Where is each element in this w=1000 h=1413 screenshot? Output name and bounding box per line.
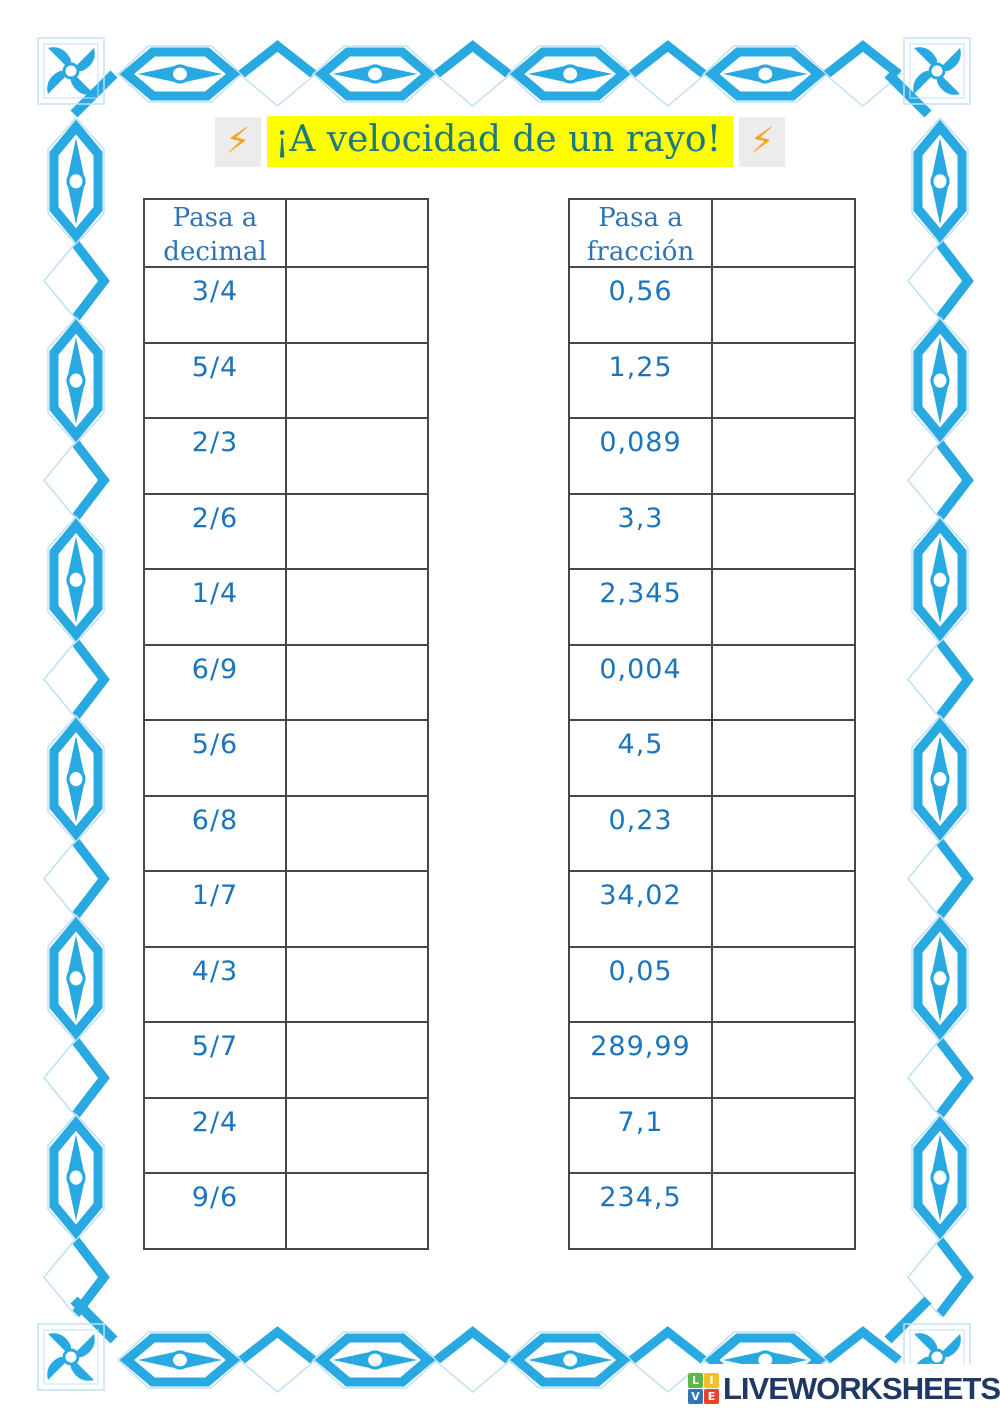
decimal-value: 1,25 (570, 343, 711, 417)
left-table-header-blank-cell (287, 200, 427, 266)
answer-input-cell[interactable] (287, 947, 427, 1021)
answer-input-cell[interactable] (287, 419, 427, 493)
fraction-value: 1/7 (145, 872, 285, 946)
answer-input-cell[interactable] (713, 343, 854, 417)
answer-input-cell[interactable] (287, 796, 427, 870)
fraction-value: 6/9 (145, 645, 285, 719)
decimal-value: 0,56 (570, 268, 711, 342)
answer-input-cell[interactable] (713, 268, 854, 342)
right-table-header-blank-cell (713, 200, 854, 266)
title-row: ⚡ ¡A velocidad de un rayo! ⚡ (0, 116, 1000, 168)
answer-input-cell[interactable] (287, 1098, 427, 1172)
fraction-value: 4/3 (145, 947, 285, 1021)
answer-input-cell[interactable] (287, 570, 427, 644)
pasa-a-decimal-table: Pasa a decimal 3/4 5/4 2/3 (143, 198, 429, 1250)
lightning-icon-left: ⚡ (214, 116, 261, 167)
left-table-header: Pasa a decimal (145, 200, 285, 267)
answer-input-cell[interactable] (287, 494, 427, 568)
liveworksheets-footer: L I V E LIVEWORKSHEETS (688, 1364, 1000, 1413)
answer-input-cell[interactable] (713, 494, 854, 568)
fraction-value: 6/8 (145, 796, 285, 870)
decimal-value: 2,345 (570, 570, 711, 644)
fraction-value: 2/6 (145, 494, 285, 568)
decimal-value: 234,5 (570, 1174, 711, 1248)
answer-input-cell[interactable] (287, 872, 427, 946)
decimal-value: 0,089 (570, 419, 711, 493)
answer-input-cell[interactable] (713, 1174, 854, 1248)
answer-input-cell[interactable] (713, 570, 854, 644)
page-title: ¡A velocidad de un rayo! (266, 116, 734, 168)
answer-input-cell[interactable] (287, 343, 427, 417)
liveworksheets-brand: LIVEWORKSHEETS (723, 1370, 1000, 1406)
fraction-value: 2/3 (145, 419, 285, 493)
decimal-value: 0,004 (570, 645, 711, 719)
answer-input-cell[interactable] (713, 947, 854, 1021)
decimal-value: 289,99 (570, 1023, 711, 1097)
decimal-value: 34,02 (570, 872, 711, 946)
answer-input-cell[interactable] (287, 721, 427, 795)
answer-input-cell[interactable] (287, 645, 427, 719)
answer-input-cell[interactable] (713, 796, 854, 870)
logo-tile: L (688, 1373, 703, 1388)
fraction-value: 2/4 (145, 1098, 285, 1172)
decimal-value: 0,05 (570, 947, 711, 1021)
answer-input-cell[interactable] (287, 1174, 427, 1248)
pasa-a-fraccion-table: Pasa a fracción 0,56 1,25 0,089 (568, 198, 856, 1250)
logo-tile: E (704, 1389, 719, 1404)
answer-input-cell[interactable] (713, 1098, 854, 1172)
logo-tile: V (688, 1389, 703, 1404)
answer-input-cell[interactable] (713, 1023, 854, 1097)
decimal-value: 3,3 (570, 494, 711, 568)
decimal-value: 7,1 (570, 1098, 711, 1172)
answer-input-cell[interactable] (713, 645, 854, 719)
fraction-value: 5/4 (145, 343, 285, 417)
decimal-value: 4,5 (570, 721, 711, 795)
answer-input-cell[interactable] (713, 419, 854, 493)
fraction-value: 1/4 (145, 570, 285, 644)
fraction-value: 5/7 (145, 1023, 285, 1097)
right-table-header: Pasa a fracción (570, 200, 711, 267)
answer-input-cell[interactable] (713, 721, 854, 795)
answer-input-cell[interactable] (287, 1023, 427, 1097)
fraction-value: 5/6 (145, 721, 285, 795)
liveworksheets-logo-icon: L I V E (688, 1373, 719, 1404)
fraction-value: 9/6 (145, 1174, 285, 1248)
logo-tile: I (704, 1373, 719, 1388)
decimal-value: 0,23 (570, 796, 711, 870)
answer-input-cell[interactable] (713, 872, 854, 946)
lightning-icon-right: ⚡ (739, 116, 786, 167)
answer-input-cell[interactable] (287, 268, 427, 342)
fraction-value: 3/4 (145, 268, 285, 342)
